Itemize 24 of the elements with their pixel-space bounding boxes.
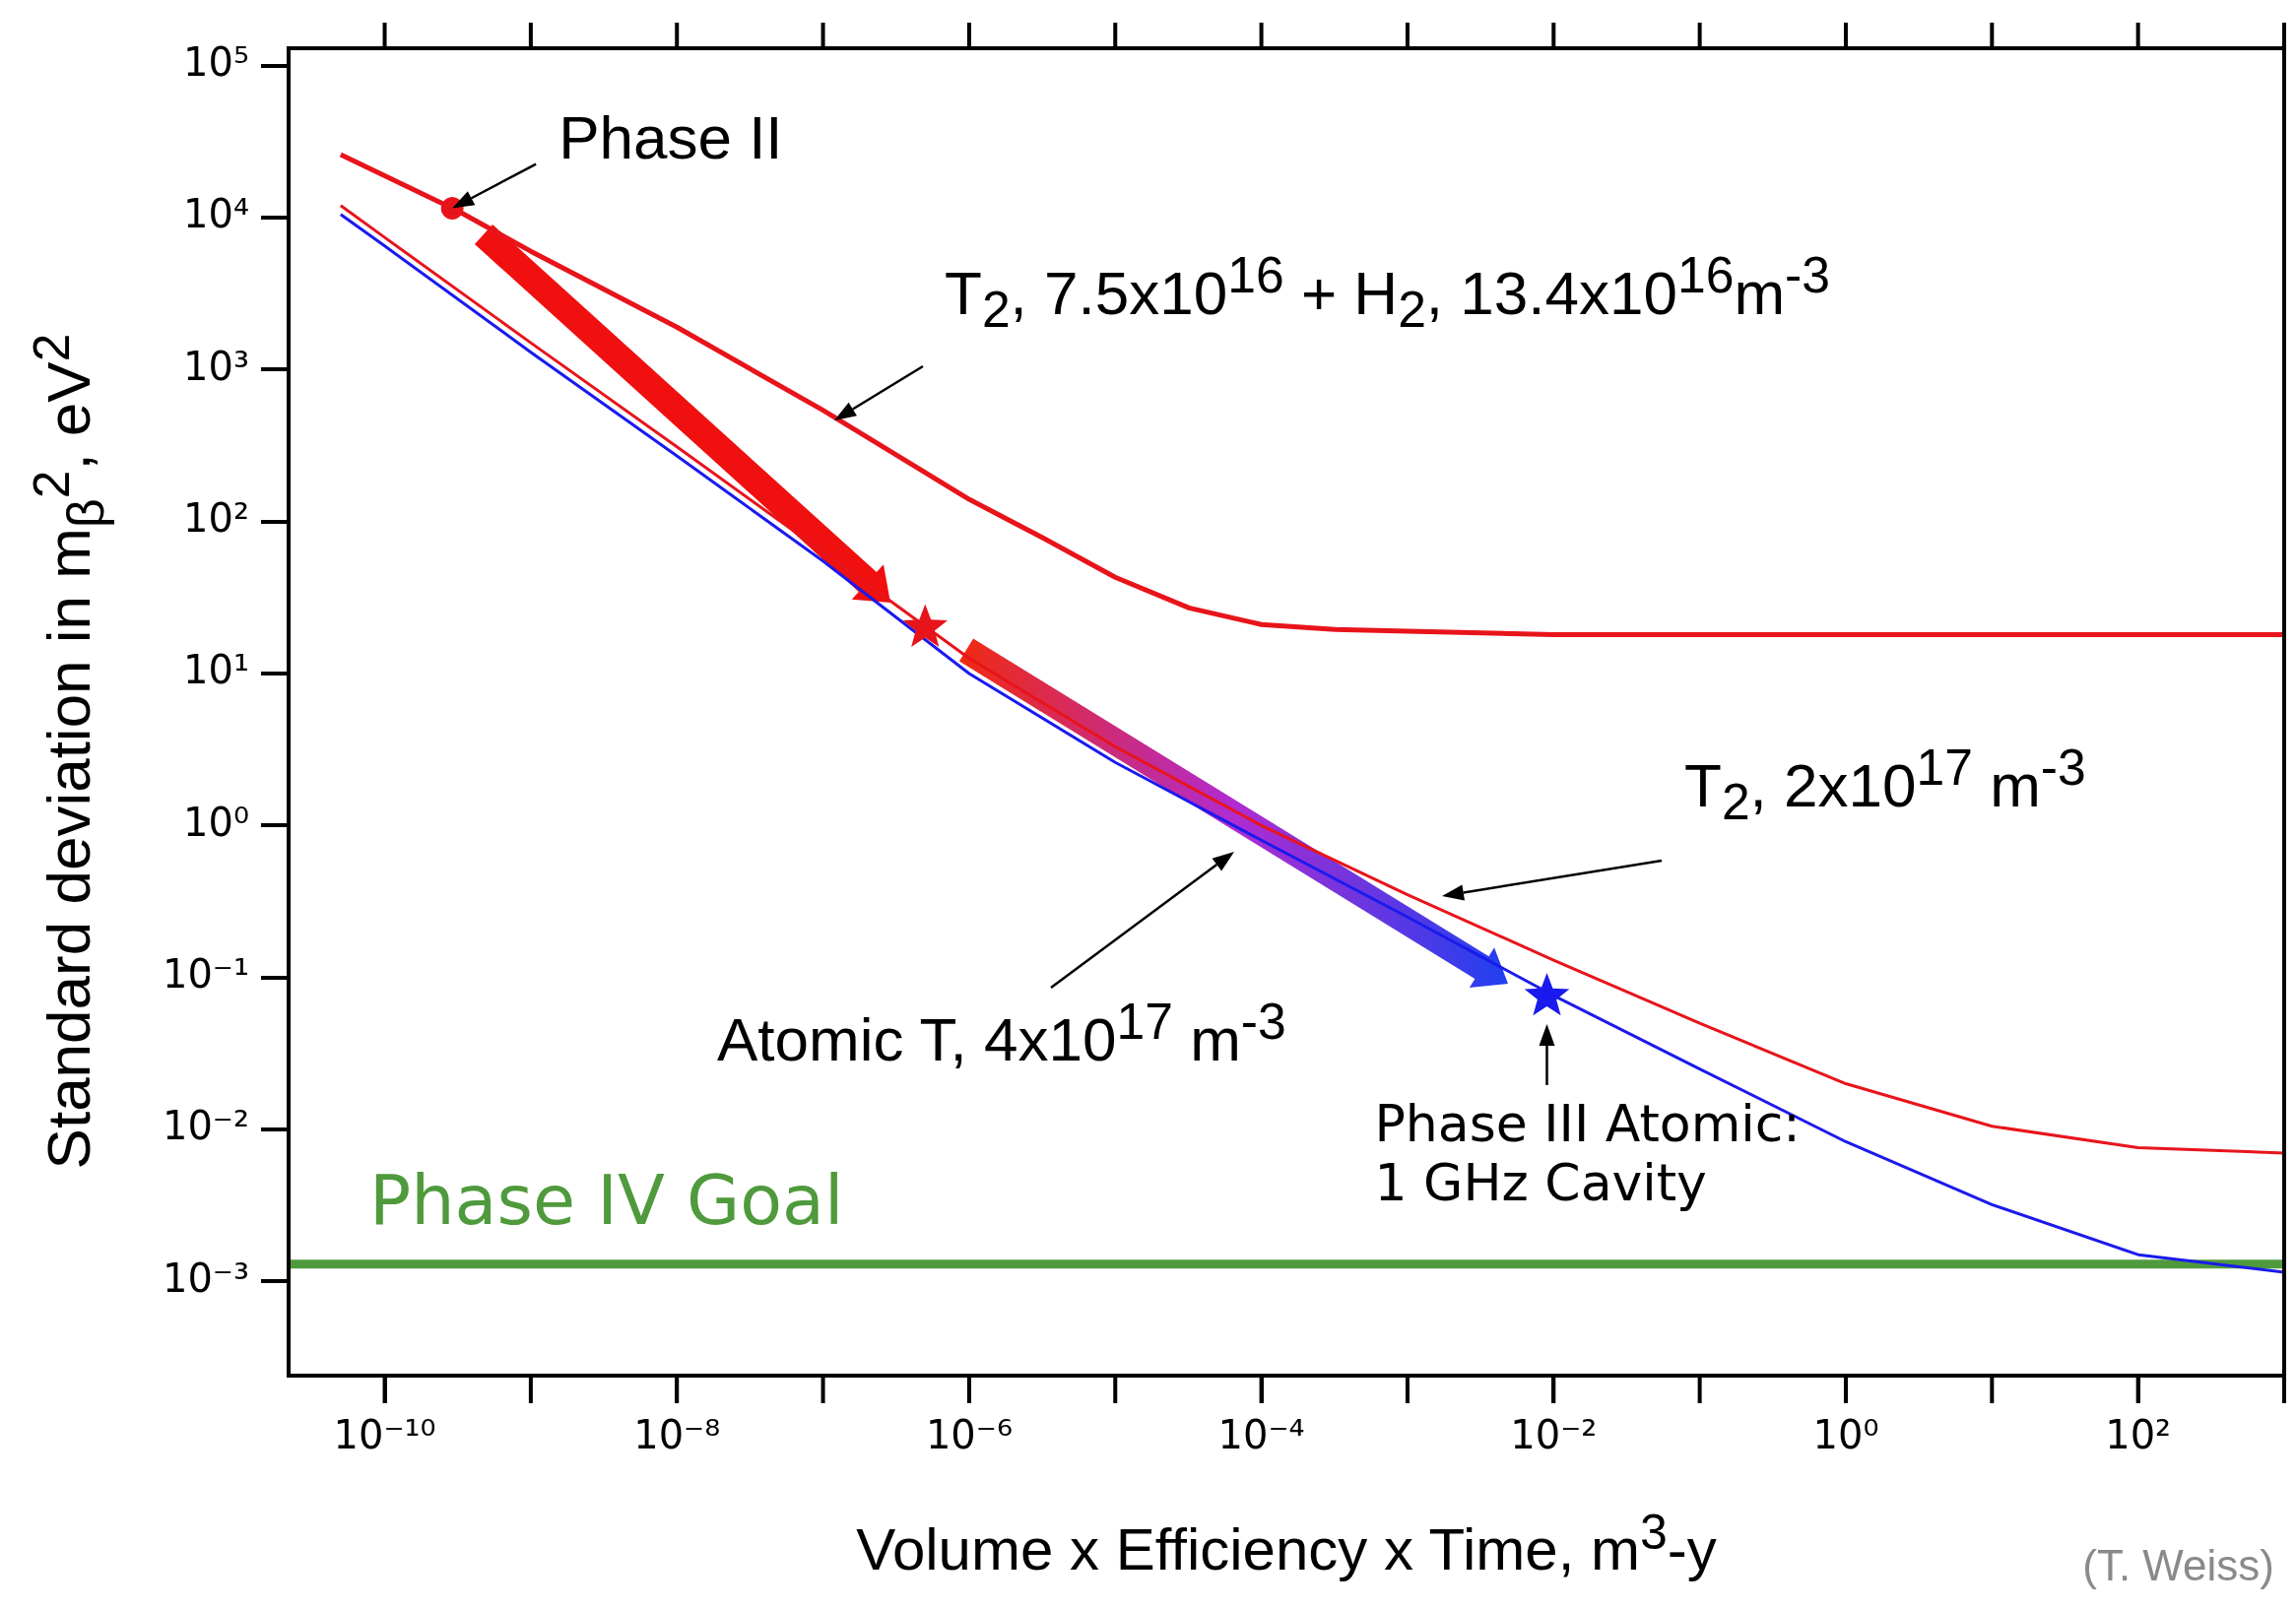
y-tick-label: 10⁰ xyxy=(183,799,249,845)
ref-line-label: Phase IV Goal xyxy=(369,1159,844,1241)
annotation: Phase III Atomic: 1 GHz Cavity xyxy=(1374,1093,1801,1213)
annotation: T$_{2}$, 2x10$^{17}$ m$^{-3}$ xyxy=(1684,739,2086,832)
y-tick-label: 10⁻³ xyxy=(162,1255,249,1301)
y-tick-label: 10⁵ xyxy=(183,38,249,85)
x-tick-label: 10⁻² xyxy=(1510,1412,1598,1458)
y-tick-label: 10³ xyxy=(183,343,249,389)
x-tick-label: 10⁻⁴ xyxy=(1217,1412,1305,1458)
x-tick-label: 10⁻⁶ xyxy=(925,1412,1013,1458)
y-tick-label: 10⁴ xyxy=(183,191,249,237)
y-tick-label: 10⁻² xyxy=(162,1103,249,1149)
annotation: Phase II xyxy=(558,101,783,172)
x-tick-label: 10⁻⁸ xyxy=(633,1412,721,1458)
y-tick-label: 10⁻¹ xyxy=(162,951,249,998)
y-tick-label: 10² xyxy=(183,495,249,542)
x-tick-label: 10⁻¹⁰ xyxy=(333,1412,436,1458)
x-tick-label: 10² xyxy=(2105,1412,2172,1458)
annotation: Atomic T, 4x10$^{17}$ m$^{-3}$ xyxy=(717,993,1286,1074)
y-tick-label: 10¹ xyxy=(183,647,249,693)
x-tick-label: 10⁰ xyxy=(1812,1412,1879,1458)
x-axis-title: Volume x Efficiency x Time, m$^{3}$-y xyxy=(856,1505,1717,1583)
text: (T. Weiss) xyxy=(2082,1541,2274,1591)
text: T$_{2}$, 7.5x10$^{16}$ + H$_{2}$, 13.4x10$^{16}$m$^{-3}$ xyxy=(945,246,1831,339)
